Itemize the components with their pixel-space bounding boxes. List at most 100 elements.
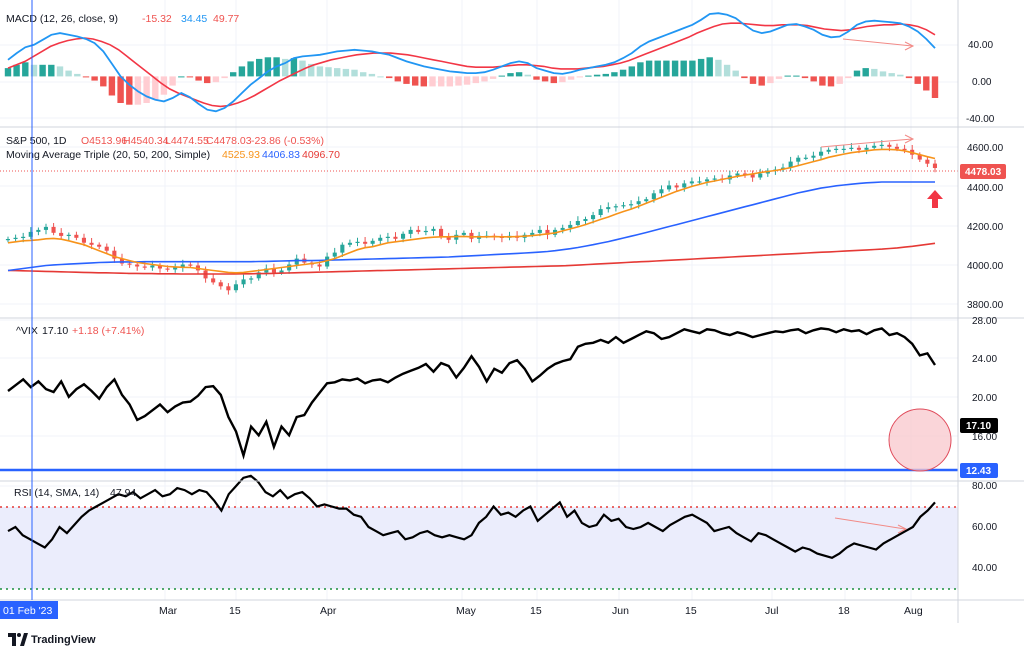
- ma20-legend-value: 4525.93: [222, 149, 260, 161]
- macd-histogram-bar: [628, 66, 635, 77]
- candle-body: [218, 282, 223, 287]
- price-tick: 4000.00: [967, 261, 1004, 272]
- macd-histogram-bar: [186, 76, 194, 78]
- candle-body: [385, 236, 390, 238]
- candle-body: [233, 284, 238, 291]
- macd-histogram-bar: [602, 73, 609, 77]
- price-tick: 3800.00: [967, 300, 1004, 311]
- candle-body: [856, 147, 861, 150]
- macd-histogram-bar: [100, 76, 107, 87]
- ma50-line: [7, 181, 935, 272]
- candle-body: [256, 272, 261, 279]
- candle-body: [173, 267, 178, 270]
- candle-body: [887, 144, 892, 147]
- rsi-tick: 60.00: [972, 522, 997, 533]
- candle-body: [591, 215, 596, 220]
- vix-line: [7, 327, 937, 460]
- candle-body: [583, 219, 588, 221]
- macd-axis: 40.00 0.00 -40.00: [966, 40, 995, 125]
- macd-pane: MACD (12, 26, close, 9) -15.32 34.45 49.…: [4, 12, 939, 113]
- vix-legend-value: 17.10: [42, 325, 68, 337]
- macd-histogram-bar: [143, 76, 150, 103]
- macd-histogram-bar: [507, 73, 514, 77]
- macd-histogram-bar: [550, 76, 557, 84]
- vix-tick: 16.00: [972, 432, 997, 443]
- candle-body: [142, 266, 147, 268]
- candle-body: [667, 185, 672, 190]
- macd-histogram-bar: [689, 60, 696, 77]
- macd-histogram-bar: [13, 64, 20, 77]
- macd-histogram-bar: [541, 76, 549, 82]
- macd-histogram-bar: [412, 76, 419, 86]
- candle-body: [439, 228, 444, 237]
- x-axis-label: Apr: [320, 605, 337, 617]
- candle-body: [735, 173, 740, 176]
- candle-body: [834, 148, 839, 150]
- candle-body: [545, 229, 550, 235]
- candle-body: [894, 146, 899, 149]
- tradingview-logo: TradingView: [8, 633, 96, 646]
- macd-legend-value-3: 49.77: [213, 13, 239, 25]
- macd-histogram-bar: [22, 62, 29, 77]
- macd-tick: 0.00: [972, 77, 992, 88]
- rsi-legend-name: RSI (14, SMA, 14): [14, 487, 99, 499]
- macd-histogram-bar: [862, 68, 869, 77]
- candle-body: [401, 233, 406, 239]
- candle-body: [796, 157, 801, 162]
- macd-histogram-bar: [472, 76, 479, 84]
- macd-histogram-bar: [204, 76, 211, 84]
- macd-histogram-bar: [515, 72, 523, 77]
- price-axis: 4600.00 4400.00 4200.00 4000.00 3800.00: [967, 143, 1004, 311]
- macd-histogram-bar: [758, 76, 765, 86]
- x-axis-label: 18: [838, 605, 850, 617]
- macd-histogram-bar: [351, 69, 358, 77]
- macd-histogram-bar: [498, 75, 505, 77]
- up-arrow-icon: [927, 190, 943, 208]
- rsi-band-background: [0, 507, 958, 589]
- macd-histogram-bar: [325, 67, 332, 77]
- macd-histogram-bar: [715, 59, 722, 77]
- macd-histogram-bar: [645, 60, 653, 77]
- candle-body: [712, 178, 717, 180]
- macd-histogram-bar: [386, 76, 393, 79]
- macd-histogram-bar: [247, 61, 254, 77]
- candle-body: [317, 264, 322, 267]
- candle-body: [932, 163, 937, 168]
- candle-body: [613, 206, 618, 208]
- macd-histogram-bar: [905, 76, 913, 79]
- macd-histogram-bar: [91, 76, 98, 81]
- macd-histogram-bar: [481, 76, 488, 82]
- vix-axis: 28.00 24.00 20.00 16.00: [972, 316, 997, 443]
- candle-body: [629, 204, 634, 206]
- macd-divergence-arrow: [842, 38, 915, 51]
- candle-body: [674, 185, 679, 188]
- macd-histogram-bar: [576, 76, 583, 78]
- macd-histogram-bar: [169, 76, 176, 86]
- candle-body: [127, 263, 132, 265]
- candle-body: [568, 224, 573, 228]
- rsi-divergence-arrow: [834, 517, 908, 534]
- macd-histogram-bar: [4, 68, 12, 77]
- macd-histogram-bar: [489, 76, 497, 79]
- macd-histogram-bar: [680, 60, 687, 77]
- macd-histogram-bar: [438, 76, 445, 87]
- candle-body: [43, 226, 48, 230]
- macd-histogram-bar: [178, 76, 185, 78]
- vix-last-tag: 17.10: [960, 418, 998, 433]
- ma50-legend-value: 4406.83: [262, 149, 300, 161]
- candle-body: [917, 154, 922, 160]
- candle-body: [743, 173, 748, 175]
- macd-histogram-bar: [299, 60, 306, 77]
- price-tick: 4400.00: [967, 183, 1004, 194]
- candle-body: [841, 148, 846, 150]
- macd-histogram-bar: [256, 58, 263, 77]
- candle-body: [689, 181, 694, 184]
- x-axis-label: 15: [229, 605, 241, 617]
- macd-histogram-bar: [793, 75, 800, 77]
- macd-histogram-bar: [827, 76, 835, 87]
- macd-histogram-bar: [784, 75, 791, 77]
- macd-histogram-bar: [775, 76, 783, 79]
- candle-body: [758, 173, 763, 178]
- macd-histogram-bar: [238, 66, 246, 77]
